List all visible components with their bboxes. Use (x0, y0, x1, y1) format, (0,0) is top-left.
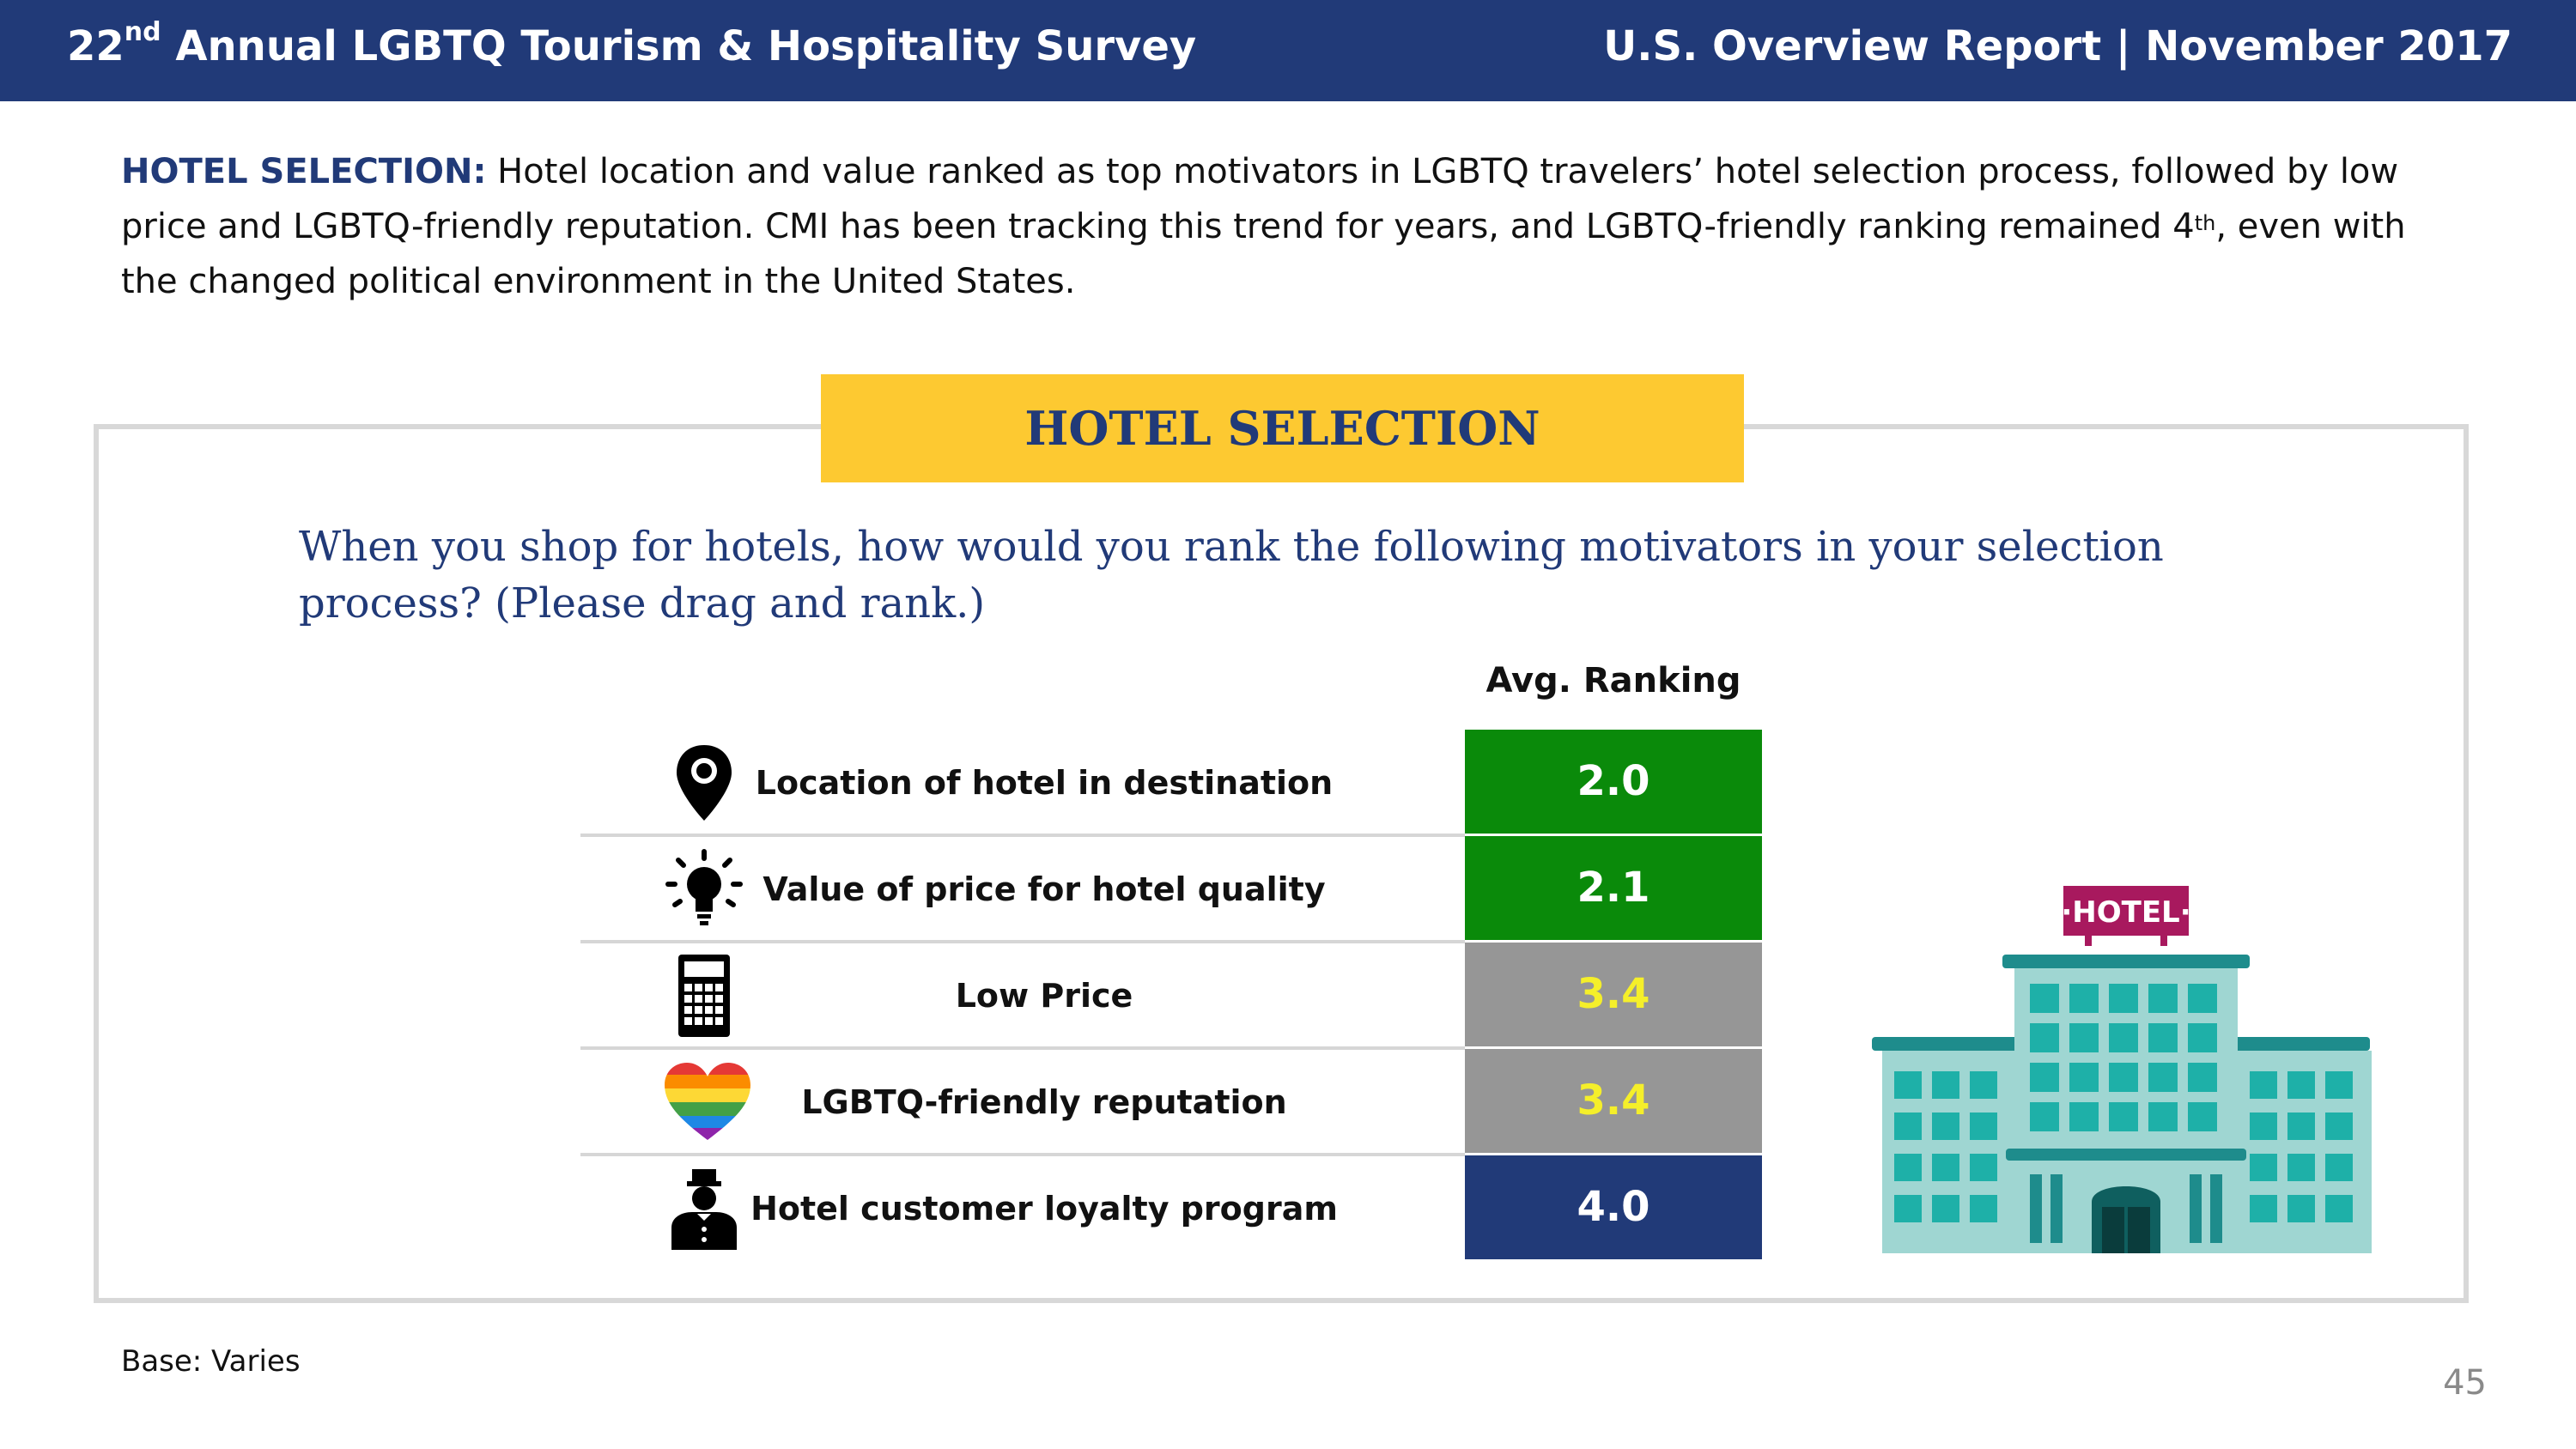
table-row: Low Price 3.4 (580, 943, 1762, 1050)
section-banner: HOTEL SELECTION (821, 374, 1744, 482)
row-divider (580, 834, 1465, 837)
row-label: Location of hotel in destination (755, 764, 1334, 802)
intro-text-b: , even with the changed political enviro… (121, 207, 2406, 301)
intro-text-a: Hotel location and value ranked as top m… (121, 152, 2399, 246)
hotel-sign-text: ·HOTEL· (2061, 895, 2190, 930)
survey-title: 22nd Annual LGBTQ Tourism & Hospitality … (67, 17, 1197, 70)
row-label: Low Price (955, 977, 1133, 1015)
report-header: 22nd Annual LGBTQ Tourism & Hospitality … (0, 0, 2576, 101)
table-row: LGBTQ-friendly reputation 3.4 (580, 1049, 1762, 1156)
avg-ranking-header: Avg. Ranking (1485, 661, 1741, 700)
base-note: Base: Varies (121, 1344, 301, 1379)
intro-paragraph: HOTEL SELECTION: Hotel location and valu… (121, 144, 2457, 309)
row-divider (580, 1153, 1465, 1156)
row-divider (580, 1046, 1465, 1050)
table-row: Hotel customer loyalty program 4.0 (580, 1155, 1762, 1262)
ranking-table: Location of hotel in destination 2.0 (580, 730, 1762, 1262)
lightbulb-icon (663, 848, 745, 931)
row-value: 2.1 (1465, 836, 1762, 940)
rainbow-heart-icon (663, 1061, 750, 1143)
hotel-building-icon: ·HOTEL· (1872, 882, 2379, 1260)
intro-ordinal-suffix: th (2194, 211, 2216, 235)
title-text: Annual LGBTQ Tourism & Hospitality Surve… (161, 22, 1197, 70)
table-row: Value of price for hotel quality 2.1 (580, 836, 1762, 943)
title-ordinal-suffix: nd (124, 17, 161, 47)
survey-question: When you shop for hotels, how would you … (299, 523, 2164, 627)
title-ordinal: 22 (67, 22, 125, 70)
bellhop-icon (663, 1167, 745, 1250)
row-value: 2.0 (1465, 730, 1762, 834)
row-value: 4.0 (1465, 1155, 1762, 1259)
row-value: 3.4 (1465, 943, 1762, 1046)
row-label: Hotel customer loyalty program (750, 1190, 1338, 1228)
row-label: Value of price for hotel quality (762, 870, 1326, 908)
report-subtitle: U.S. Overview Report | November 2017 (1603, 22, 2512, 70)
page-number: 45 (2443, 1363, 2487, 1403)
table-row: Location of hotel in destination 2.0 (580, 730, 1762, 837)
row-divider (580, 940, 1465, 943)
location-pin-icon (663, 742, 745, 824)
calculator-icon (663, 955, 745, 1037)
row-value: 3.4 (1465, 1049, 1762, 1153)
intro-lead: HOTEL SELECTION: (121, 152, 487, 191)
row-label: LGBTQ-friendly reputation (801, 1083, 1287, 1121)
